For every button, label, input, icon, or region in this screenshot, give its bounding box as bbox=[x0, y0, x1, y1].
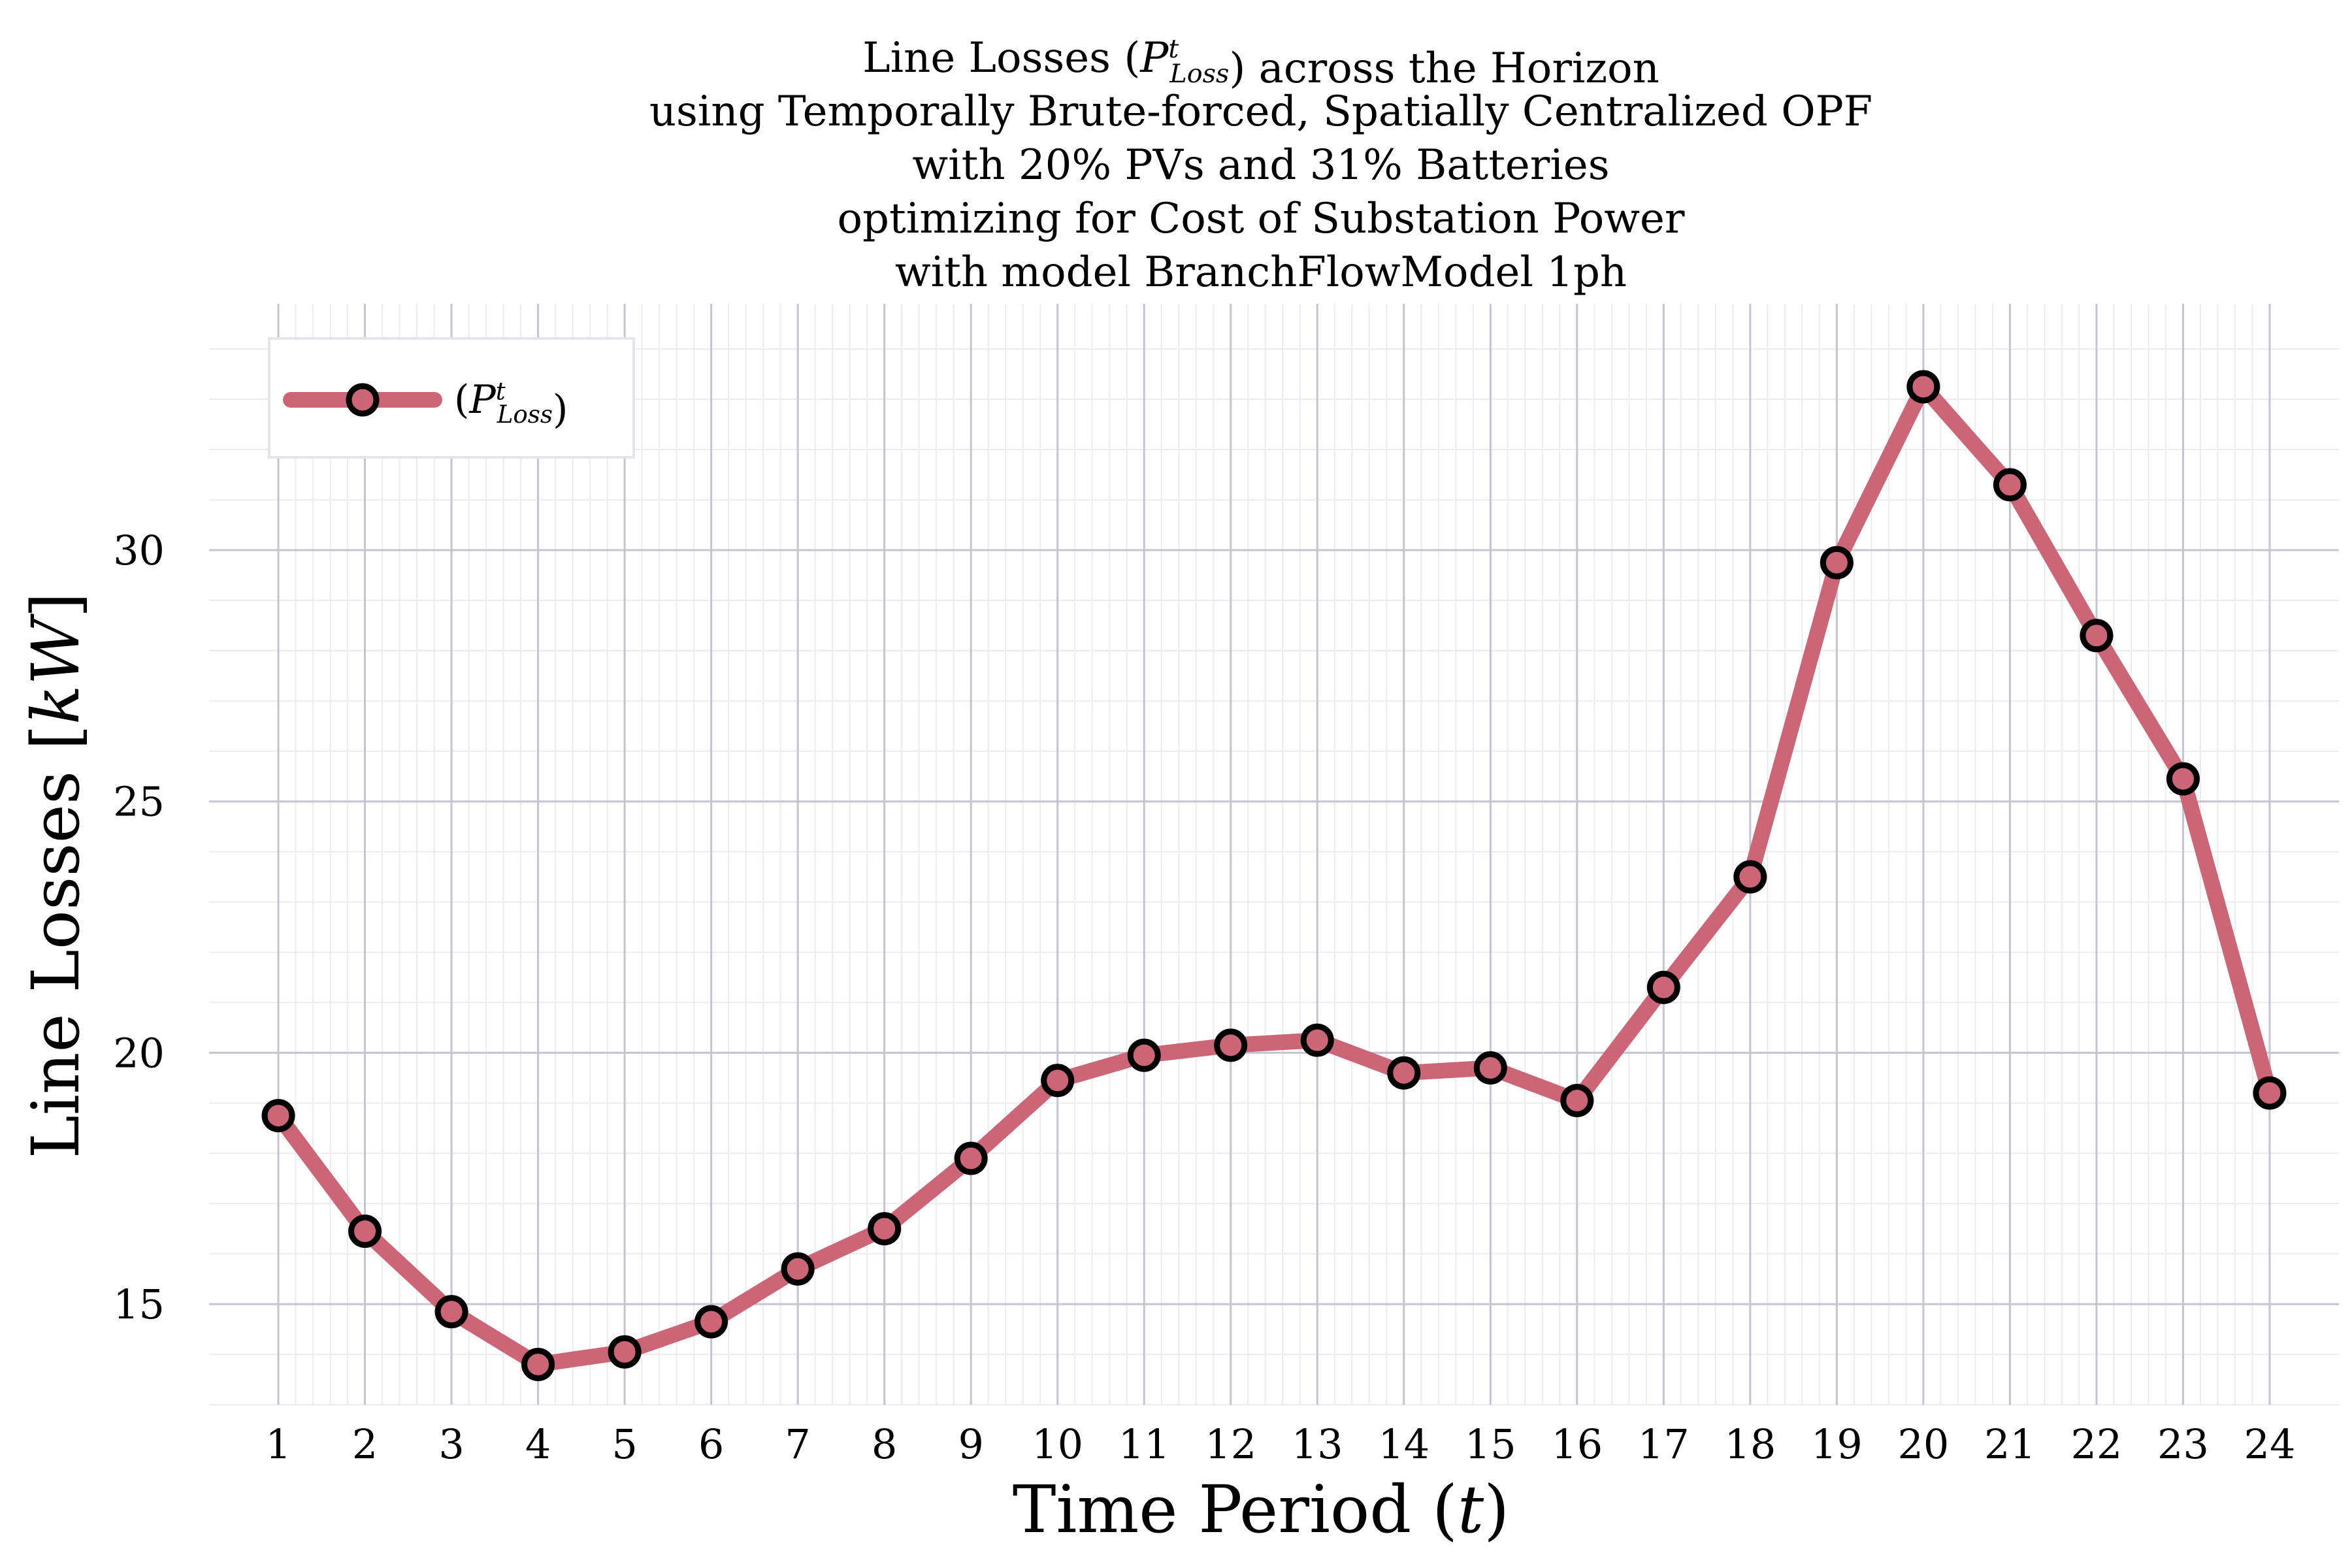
x-tick-label: 24 bbox=[2244, 1420, 2296, 1468]
x-tick-label: 18 bbox=[1724, 1420, 1776, 1468]
y-tick-label: 25 bbox=[113, 778, 165, 826]
x-tick-label: 17 bbox=[1638, 1420, 1690, 1468]
x-tick-label: 9 bbox=[958, 1420, 983, 1468]
y-axis-label: Line Losses [kW] bbox=[18, 593, 94, 1159]
x-tick-label: 2 bbox=[352, 1420, 378, 1468]
data-point bbox=[521, 1347, 555, 1381]
legend: (Pt Loss) bbox=[268, 337, 635, 459]
data-point bbox=[1993, 468, 2027, 502]
x-tick-label: 3 bbox=[438, 1420, 464, 1468]
series-line bbox=[270, 378, 2278, 1373]
data-point bbox=[1906, 370, 1940, 404]
data-point bbox=[434, 1295, 468, 1329]
x-tick-label: 7 bbox=[785, 1420, 810, 1468]
x-tick-label: 8 bbox=[872, 1420, 897, 1468]
minor-grid bbox=[209, 304, 2339, 1405]
title-line-4: optimizing for Cost of Substation Power bbox=[838, 195, 1685, 243]
data-point bbox=[1646, 970, 1680, 1004]
title-line-5: with model BranchFlowModel 1ph bbox=[895, 248, 1627, 297]
x-tick-label: 13 bbox=[1292, 1420, 1343, 1468]
data-point bbox=[1733, 860, 1767, 894]
title-line-2: using Temporally Brute-forced, Spatially… bbox=[649, 88, 1872, 136]
data-point bbox=[1560, 1084, 1594, 1118]
data-point bbox=[1473, 1051, 1507, 1085]
x-tick-label: 15 bbox=[1465, 1420, 1516, 1468]
chart-title: Line Losses (Pt Loss) across the Horizonu… bbox=[649, 34, 1872, 297]
data-point bbox=[1300, 1023, 1334, 1057]
data-point bbox=[954, 1141, 988, 1175]
x-tick-label: 12 bbox=[1205, 1420, 1256, 1468]
data-point bbox=[1820, 546, 1854, 580]
data-point bbox=[1041, 1064, 1075, 1098]
data-point bbox=[868, 1212, 902, 1246]
data-point bbox=[694, 1305, 728, 1339]
data-point bbox=[2166, 762, 2200, 796]
x-tick-labels: 1 2 3 4 5 6 7 8 9 10 11 12 13 14 15 16 17 18 19 20 21 22 23 24 bbox=[265, 1420, 2295, 1468]
data-point bbox=[2253, 1076, 2287, 1110]
y-tick-labels: 15 20 25 30 bbox=[113, 527, 165, 1328]
x-axis-label: Time Period (t) bbox=[1013, 1471, 1509, 1548]
y-tick-label: 30 bbox=[113, 527, 165, 574]
data-point bbox=[261, 1099, 295, 1133]
y-tick-label: 20 bbox=[113, 1029, 165, 1077]
x-tick-label: 10 bbox=[1032, 1420, 1083, 1468]
x-tick-label: 11 bbox=[1119, 1420, 1170, 1468]
title-line-1: Line Losses (Pt Loss) across the Horizon bbox=[862, 34, 1659, 93]
x-tick-label: 14 bbox=[1378, 1420, 1429, 1468]
x-tick-label: 1 bbox=[265, 1420, 291, 1468]
major-grid bbox=[209, 304, 2339, 1405]
x-tick-label: 19 bbox=[1811, 1420, 1863, 1468]
series-line-losses bbox=[261, 370, 2287, 1381]
x-tick-label: 6 bbox=[698, 1420, 724, 1468]
data-point bbox=[1387, 1056, 1421, 1090]
x-tick-label: 4 bbox=[525, 1420, 551, 1468]
legend-label: (Pt Loss) bbox=[454, 377, 568, 433]
data-point bbox=[1214, 1028, 1248, 1062]
x-tick-label: 16 bbox=[1551, 1420, 1603, 1468]
legend-marker-swatch bbox=[346, 383, 380, 417]
x-tick-label: 21 bbox=[1984, 1420, 2036, 1468]
data-point bbox=[781, 1252, 815, 1286]
y-tick-label: 15 bbox=[113, 1281, 165, 1328]
x-tick-label: 20 bbox=[1897, 1420, 1949, 1468]
title-line-3: with 20% PVs and 31% Batteries bbox=[912, 141, 1609, 189]
data-point bbox=[348, 1215, 382, 1249]
x-tick-label: 5 bbox=[612, 1420, 637, 1468]
x-tick-label: 22 bbox=[2070, 1420, 2122, 1468]
data-point bbox=[1127, 1038, 1161, 1072]
data-point bbox=[608, 1335, 642, 1369]
data-point bbox=[2080, 619, 2114, 653]
x-tick-label: 23 bbox=[2157, 1420, 2209, 1468]
